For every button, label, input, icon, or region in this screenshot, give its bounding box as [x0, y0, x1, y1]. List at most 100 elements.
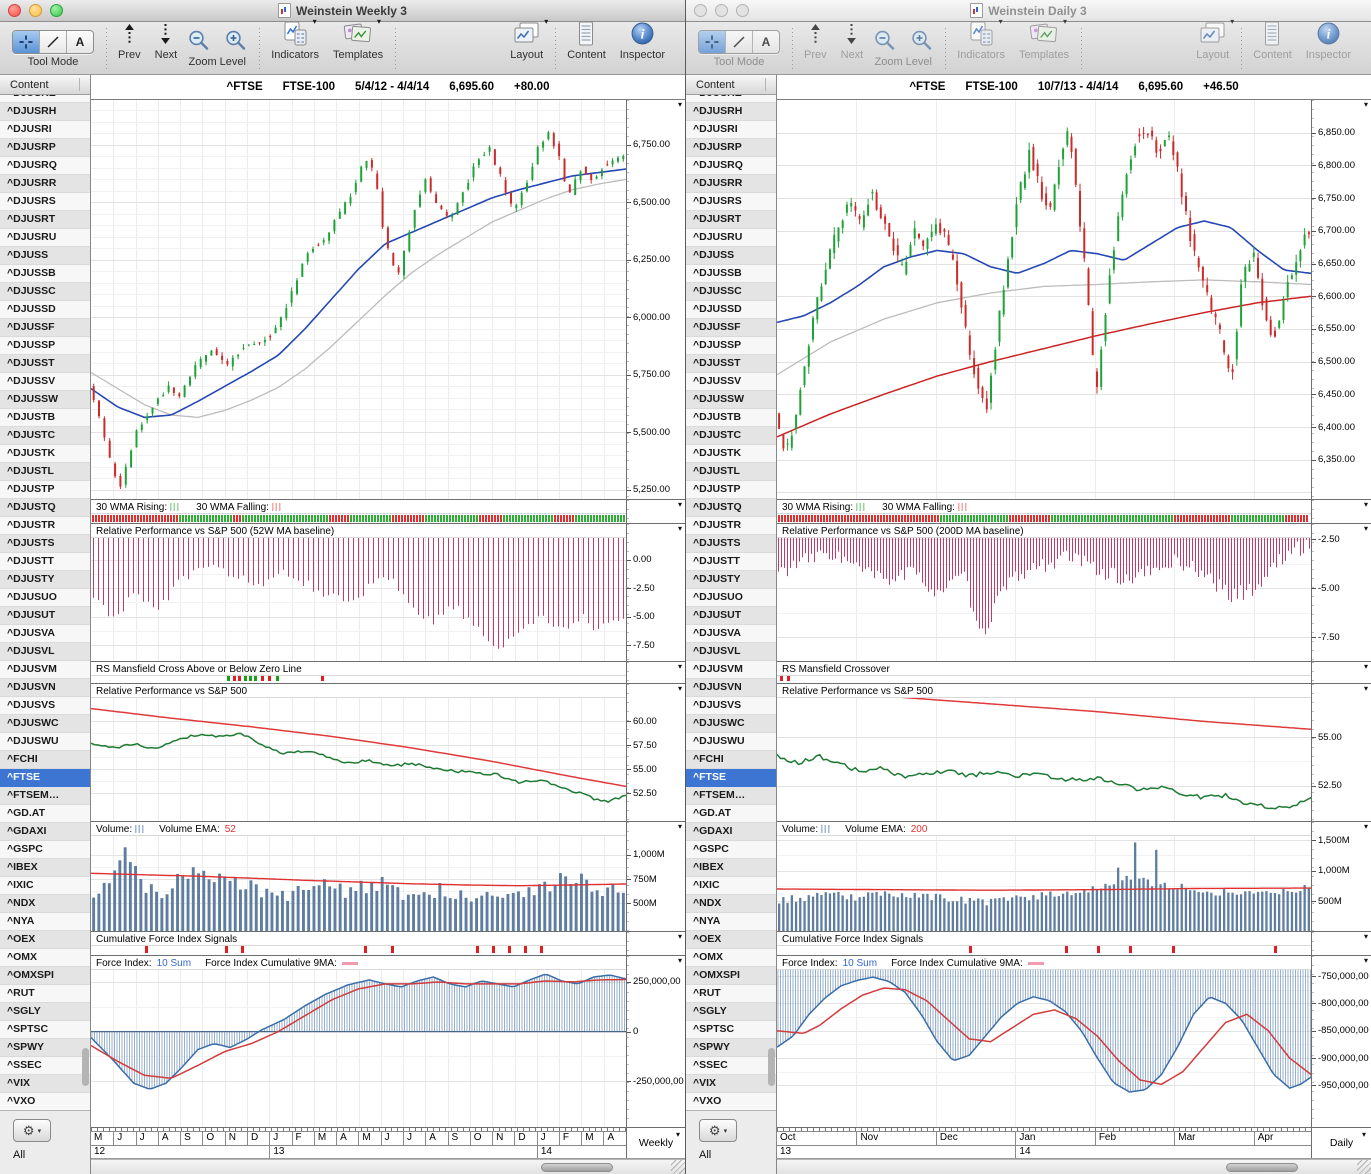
symbol-list-item[interactable]: ^DJUSVN: [0, 679, 90, 697]
symbol-list-item[interactable]: ^DJUSVN: [686, 679, 776, 697]
symbol-list-item[interactable]: ^DJUSTQ: [0, 499, 90, 517]
symbol-list-item[interactable]: ^DJUSSB: [0, 265, 90, 283]
symbol-list-item[interactable]: ^DJUSSP: [0, 337, 90, 355]
symbol-list-item[interactable]: ^DJUSTT: [0, 553, 90, 571]
next-button[interactable]: Next: [155, 20, 178, 61]
sidebar-header-tab[interactable]: Content: [0, 75, 90, 95]
symbol-list-item[interactable]: ^DJUSSF: [0, 319, 90, 337]
sidebar-header-tab[interactable]: Content: [686, 75, 776, 95]
symbol-list-item[interactable]: ^DJUSTP: [0, 481, 90, 499]
symbol-list-item[interactable]: ^FTSE: [686, 769, 776, 787]
symbol-list-item[interactable]: ^DJUSWU: [0, 733, 90, 751]
symbol-list-item[interactable]: ^DJUSTB: [686, 409, 776, 427]
symbol-list-item[interactable]: ^DJUSSF: [686, 319, 776, 337]
symbol-list-item[interactable]: ^DJUSTY: [686, 571, 776, 589]
symbol-list-item[interactable]: ^DJUSTT: [686, 553, 776, 571]
symbol-list-item[interactable]: ^DJUSTS: [686, 535, 776, 553]
symbol-list-item[interactable]: ^GD.AT: [0, 805, 90, 823]
symbol-list-item[interactable]: ^DJUSVS: [0, 697, 90, 715]
symbol-list-item[interactable]: ^DJUSUO: [0, 589, 90, 607]
prev-button[interactable]: Prev: [118, 20, 141, 61]
symbol-list-item[interactable]: ^DJUSUO: [686, 589, 776, 607]
zoom-in-button[interactable]: [910, 27, 933, 54]
symbol-list-item[interactable]: ^OMX: [0, 949, 90, 967]
gear-button[interactable]: ⚙ ▾: [13, 1119, 51, 1142]
indicators-button[interactable]: ▾Indicators: [957, 20, 1005, 61]
symbol-list-item[interactable]: ^OMXSPI: [686, 967, 776, 985]
symbol-list-item[interactable]: ^SPWY: [686, 1039, 776, 1057]
symbol-list-item[interactable]: ^DJUSSV: [686, 373, 776, 391]
symbol-list-item[interactable]: ^DJUSVL: [686, 643, 776, 661]
symbol-list-item[interactable]: ^SPWY: [0, 1039, 90, 1057]
horizontal-scrollbar[interactable]: [91, 1159, 685, 1174]
minimize-button[interactable]: [715, 4, 728, 17]
symbol-list-item[interactable]: ^FCHI: [686, 751, 776, 769]
symbol-list-item[interactable]: ^DJUSWC: [0, 715, 90, 733]
sidebar-scrollbar-thumb[interactable]: [768, 1048, 775, 1086]
symbol-list-item[interactable]: ^DJUSSC: [686, 283, 776, 301]
symbol-list-item[interactable]: ^DJUSTR: [0, 517, 90, 535]
layout-button[interactable]: ▾Layout: [1196, 20, 1229, 61]
symbol-list-item[interactable]: ^DJUSVL: [0, 643, 90, 661]
symbol-list-item[interactable]: ^DJUSSW: [686, 391, 776, 409]
templates-button[interactable]: ▾Templates: [1019, 20, 1069, 61]
symbol-list-item[interactable]: ^DJUSRE: [686, 95, 776, 103]
tool-crosshair-button[interactable]: [13, 31, 40, 53]
symbol-list-item[interactable]: ^VIX: [0, 1075, 90, 1093]
period-selector[interactable]: Daily▾: [1311, 1128, 1371, 1158]
symbol-list-item[interactable]: ^DJUSVS: [686, 697, 776, 715]
symbol-list-item[interactable]: ^NYA: [686, 913, 776, 931]
symbol-list-item[interactable]: ^DJUSTC: [0, 427, 90, 445]
pane-disclosure-icon[interactable]: ▾: [678, 932, 682, 941]
zoom-window-button[interactable]: [736, 4, 749, 17]
indicators-button[interactable]: ▾Indicators: [271, 20, 319, 61]
symbol-list-item[interactable]: ^OMXSPI: [0, 967, 90, 985]
horizontal-scrollbar-thumb[interactable]: [1226, 1163, 1298, 1172]
symbol-list-item[interactable]: ^FTSEM…: [0, 787, 90, 805]
symbol-list-item[interactable]: ^DJUSRQ: [686, 157, 776, 175]
symbol-list-item[interactable]: ^GD.AT: [686, 805, 776, 823]
pane-disclosure-icon[interactable]: ▾: [678, 524, 682, 533]
symbol-list-item[interactable]: ^DJUSTS: [0, 535, 90, 553]
close-button[interactable]: [694, 4, 707, 17]
symbol-list-item[interactable]: ^DJUSTC: [686, 427, 776, 445]
symbol-list-item[interactable]: ^DJUSTK: [686, 445, 776, 463]
symbol-list-item[interactable]: ^DJUSRP: [686, 139, 776, 157]
symbol-list-item[interactable]: ^DJUSS: [686, 247, 776, 265]
symbol-list-item[interactable]: ^DJUSVM: [686, 661, 776, 679]
templates-button[interactable]: ▾Templates: [333, 20, 383, 61]
symbol-list-item[interactable]: ^DJUSRQ: [0, 157, 90, 175]
zoom-window-button[interactable]: [50, 4, 63, 17]
zoom-out-button[interactable]: [187, 27, 210, 54]
symbol-list-item[interactable]: ^VXO: [686, 1093, 776, 1110]
symbol-list-item[interactable]: ^DJUSSB: [686, 265, 776, 283]
symbol-list-item[interactable]: ^DJUSUT: [686, 607, 776, 625]
symbol-list-item[interactable]: ^DJUSST: [686, 355, 776, 373]
symbol-list-item[interactable]: ^DJUSS: [0, 247, 90, 265]
horizontal-scrollbar[interactable]: [777, 1159, 1371, 1174]
symbol-list-item[interactable]: ^GSPC: [686, 841, 776, 859]
horizontal-scrollbar-thumb[interactable]: [541, 1163, 613, 1172]
period-selector[interactable]: Weekly▾: [626, 1128, 685, 1158]
symbol-list-item[interactable]: ^DJUSST: [0, 355, 90, 373]
pane-disclosure-icon[interactable]: ▾: [678, 100, 682, 109]
symbol-list-item[interactable]: ^DJUSRR: [0, 175, 90, 193]
tool-text-button[interactable]: A: [753, 31, 779, 53]
pane-disclosure-icon[interactable]: ▾: [678, 684, 682, 693]
symbol-list-item[interactable]: ^DJUSRU: [0, 229, 90, 247]
symbol-list-item[interactable]: ^NYA: [0, 913, 90, 931]
symbol-list-item[interactable]: ^SSEC: [0, 1057, 90, 1075]
symbol-list-item[interactable]: ^DJUSWC: [686, 715, 776, 733]
symbol-list-item[interactable]: ^OEX: [0, 931, 90, 949]
symbol-list-item[interactable]: ^DJUSVA: [0, 625, 90, 643]
symbol-list-item[interactable]: ^FCHI: [0, 751, 90, 769]
symbol-list-item[interactable]: ^DJUSRU: [686, 229, 776, 247]
symbol-list-item[interactable]: ^VIX: [686, 1075, 776, 1093]
pane-disclosure-icon[interactable]: ▾: [678, 956, 682, 965]
symbol-list-item[interactable]: ^GSPC: [0, 841, 90, 859]
zoom-out-button[interactable]: [873, 27, 896, 54]
symbol-list-item[interactable]: ^OEX: [686, 931, 776, 949]
content-button[interactable]: Content: [567, 20, 606, 61]
symbol-list-item[interactable]: ^DJUSSC: [0, 283, 90, 301]
inspector-button[interactable]: iInspector: [620, 20, 665, 61]
